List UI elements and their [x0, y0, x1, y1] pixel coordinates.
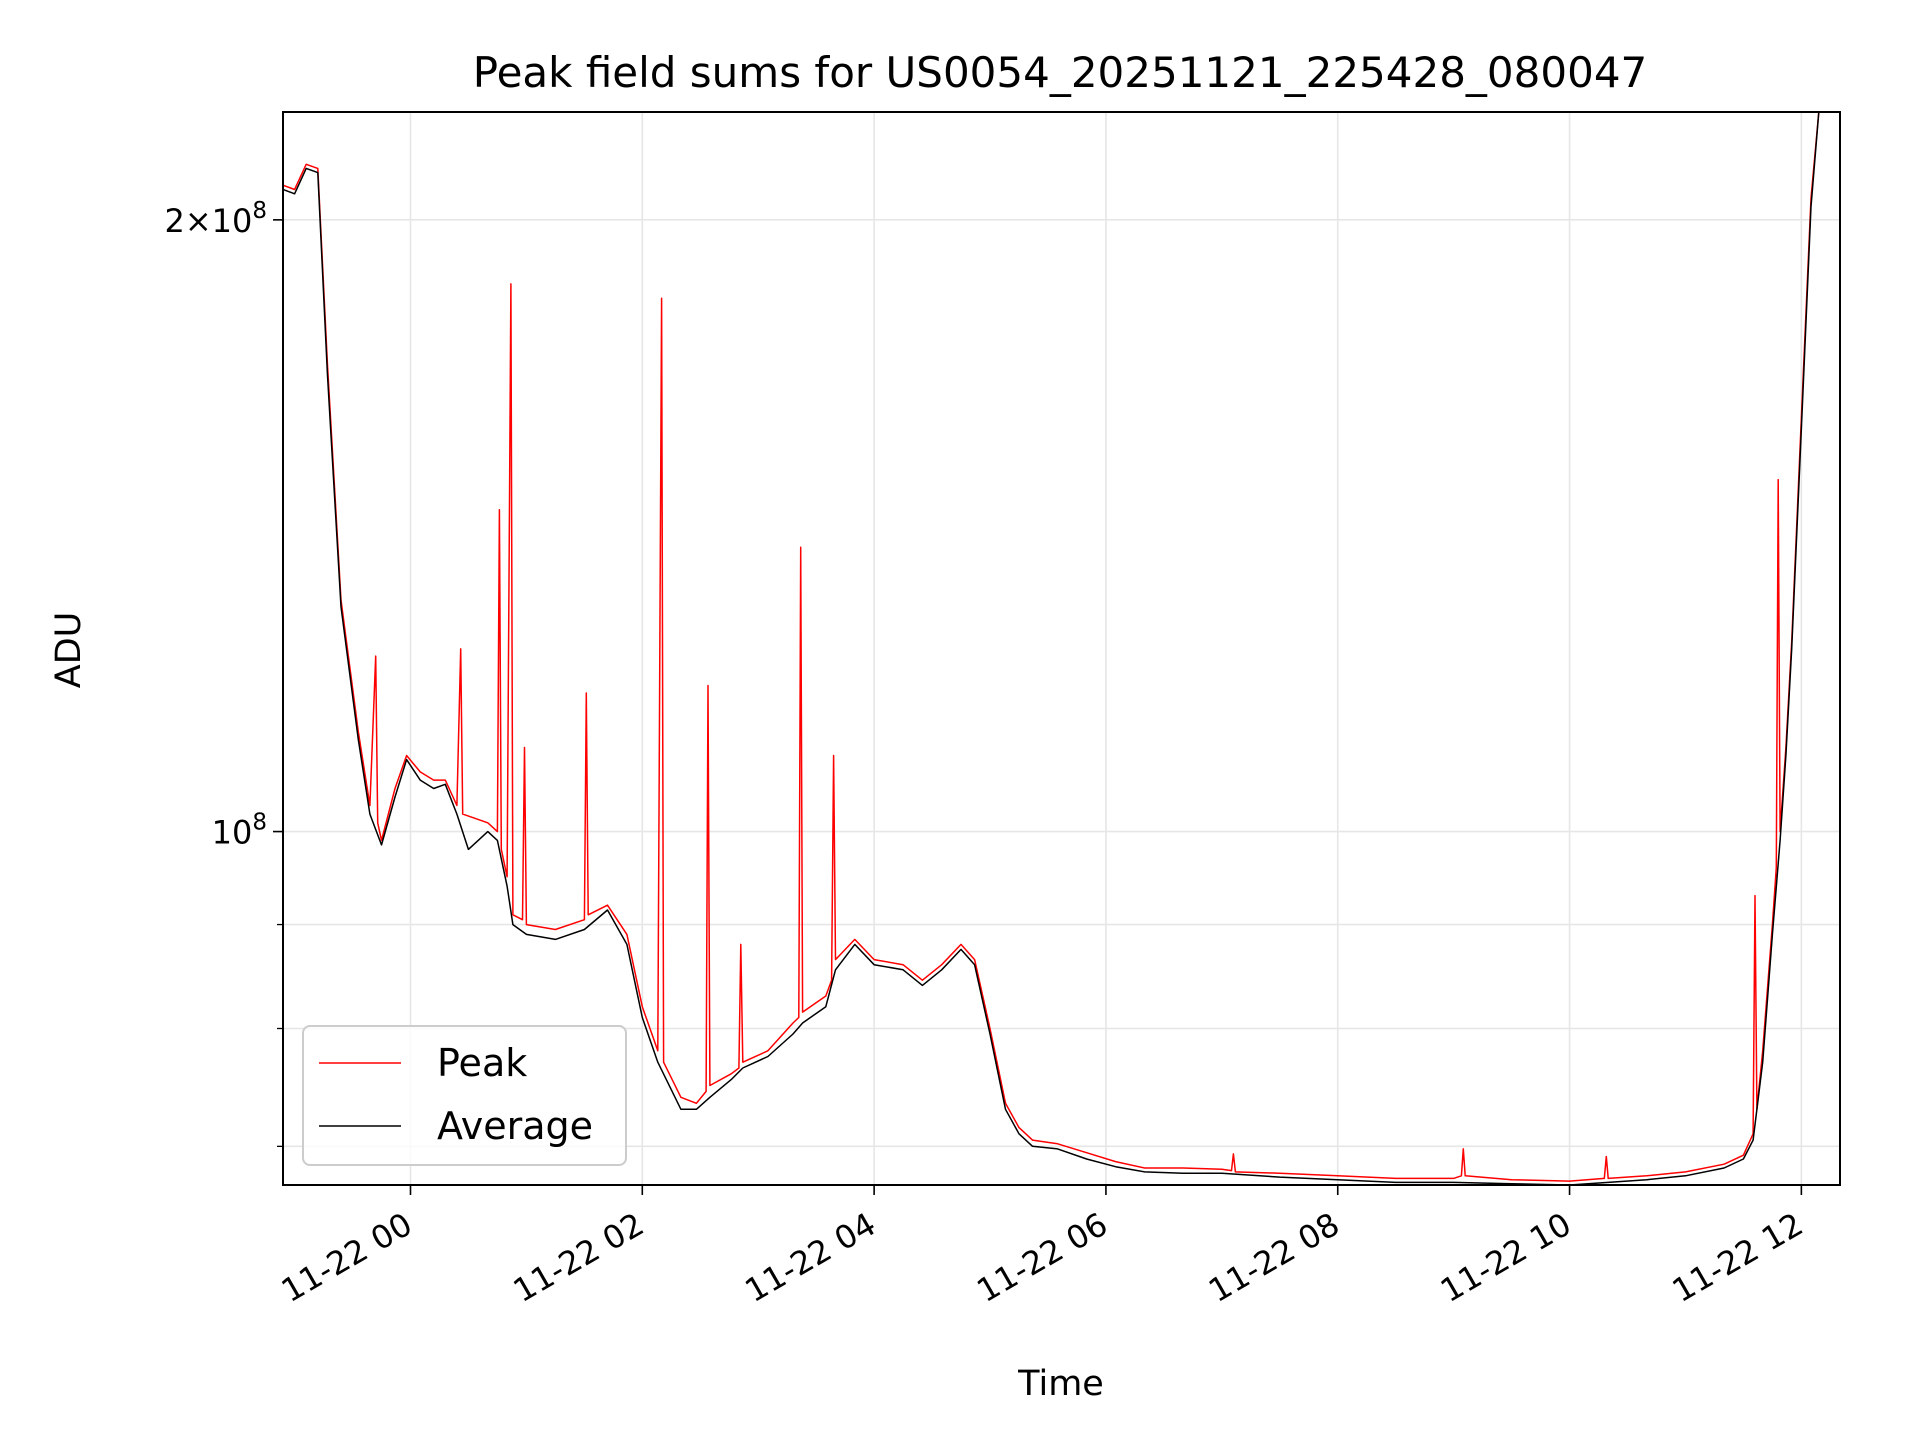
series-layer	[283, 112, 1820, 1185]
legend: Peak Average	[302, 1025, 627, 1166]
y-tick-label: 2×108	[164, 198, 267, 240]
legend-label-peak: Peak	[437, 1041, 527, 1085]
series-line-average	[283, 112, 1820, 1185]
y-axis-label: ADU	[49, 612, 89, 689]
y-tick-label: 108	[212, 810, 267, 852]
plot-frame	[282, 111, 1841, 1186]
legend-box	[302, 1025, 627, 1166]
x-axis-label: Time	[1017, 1364, 1104, 1404]
legend-label-average: Average	[437, 1104, 593, 1148]
chart-title: Peak field sums for US0054_20251121_2254…	[473, 48, 1648, 97]
y-axis-ticks: 2×108 108	[164, 198, 283, 1147]
series-line-peak	[283, 112, 1820, 1182]
